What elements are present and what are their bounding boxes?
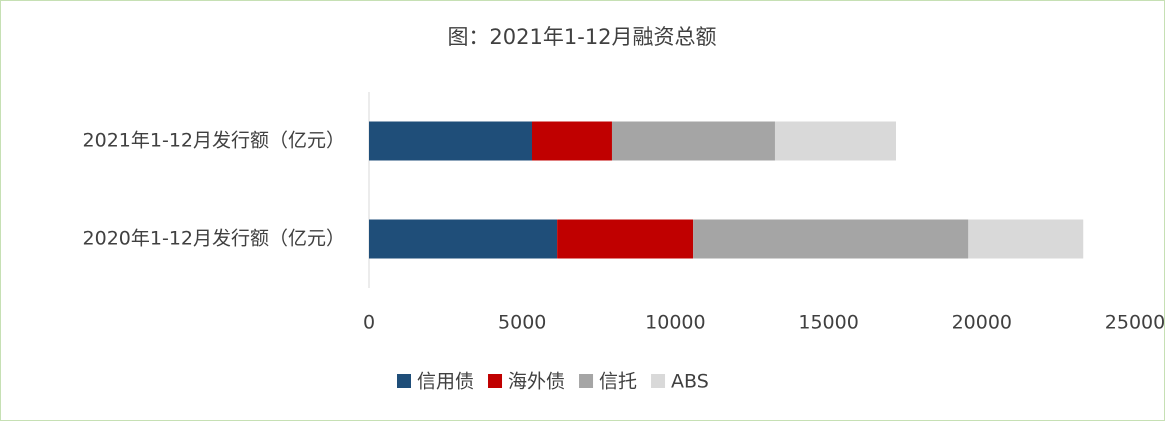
legend-label: 海外债	[508, 371, 565, 393]
legend-label: 信托	[599, 371, 637, 393]
x-tick-label: 0	[363, 312, 375, 334]
legend: 信用债 海外债 信托 ABS	[397, 371, 709, 393]
y-tick-label: 2021年1-12月发行额（亿元）	[83, 130, 345, 152]
legend-swatch	[579, 374, 594, 388]
legend-swatch	[397, 374, 411, 388]
x-tick-label: 5000	[498, 312, 546, 334]
bar-segment	[968, 219, 1084, 259]
bar-segment	[693, 219, 969, 259]
bar-segment	[532, 121, 612, 161]
bar-segment	[557, 219, 694, 259]
legend-label: 信用债	[417, 371, 474, 393]
x-tick-label: 20000	[952, 312, 1012, 334]
x-tick-label: 15000	[798, 312, 858, 334]
x-tick-label: 10000	[645, 312, 705, 334]
bar-segment	[369, 121, 533, 161]
y-tick-label: 2020年1-12月发行额（亿元）	[83, 228, 345, 250]
legend-swatch	[651, 374, 666, 388]
x-tick-label: 25000	[1105, 312, 1165, 334]
bar-segment	[774, 121, 897, 161]
bar-segment	[369, 219, 558, 259]
legend-label: ABS	[671, 371, 709, 393]
chart-title: 图：2021年1-12月融资总额	[447, 25, 716, 49]
bar-segment	[611, 121, 775, 161]
legend-swatch	[488, 374, 503, 388]
